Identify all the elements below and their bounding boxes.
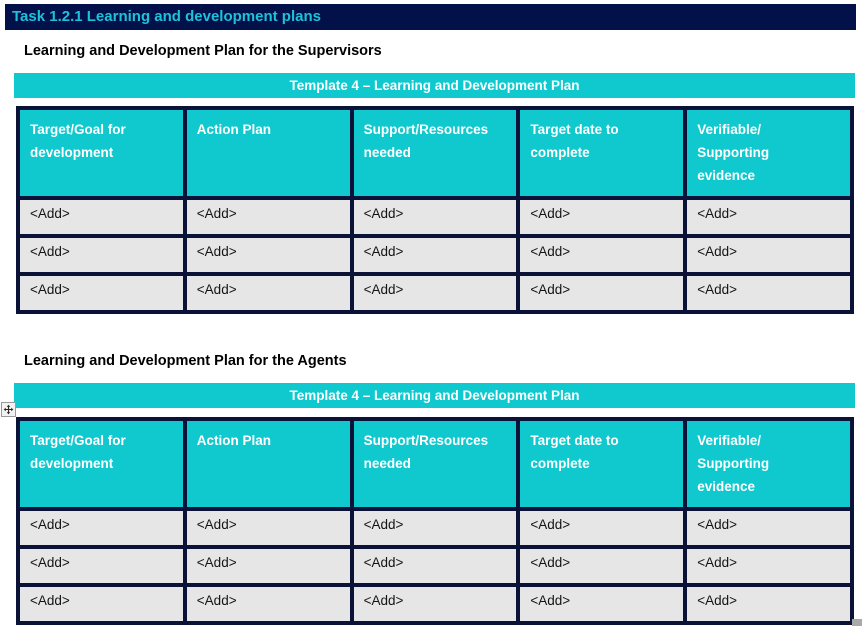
add-placeholder-cell[interactable]: <Add>	[516, 272, 688, 314]
add-placeholder-cell[interactable]: <Add>	[182, 545, 354, 587]
add-placeholder-cell[interactable]: <Add>	[16, 234, 187, 276]
col-header-target-date: Target date to complete	[516, 106, 688, 200]
add-placeholder-cell[interactable]: <Add>	[182, 507, 354, 549]
add-placeholder-cell[interactable]: <Add>	[516, 507, 688, 549]
agents-section-heading: Learning and Development Plan for the Ag…	[24, 353, 347, 369]
col-header-evidence: Verifiable/ Supporting evidence	[683, 417, 854, 511]
task-title-bar: Task 1.2.1 Learning and development plan…	[5, 4, 856, 30]
col-header-target-goal: Target/Goal for development	[16, 417, 187, 511]
template-banner-supervisors: Template 4 – Learning and Development Pl…	[14, 73, 855, 98]
add-placeholder-cell[interactable]: <Add>	[16, 583, 187, 625]
add-placeholder-cell[interactable]: <Add>	[16, 272, 187, 314]
add-placeholder-cell[interactable]: <Add>	[182, 583, 354, 625]
add-placeholder-cell[interactable]: <Add>	[683, 507, 854, 549]
table-resize-handle-icon[interactable]	[852, 619, 862, 626]
col-header-support-resources: Support/Resources needed	[349, 106, 521, 200]
four-way-arrow-icon	[3, 404, 14, 415]
supervisors-plan-table: Target/Goal for development Action Plan …	[16, 106, 854, 314]
add-placeholder-cell[interactable]: <Add>	[349, 234, 521, 276]
table-move-handle-icon[interactable]	[1, 402, 16, 417]
agents-plan-table: Target/Goal for development Action Plan …	[16, 417, 854, 625]
table-row: <Add> <Add> <Add> <Add> <Add>	[16, 507, 854, 549]
add-placeholder-cell[interactable]: <Add>	[16, 196, 187, 238]
supervisors-section-heading: Learning and Development Plan for the Su…	[24, 43, 382, 59]
table-row: <Add> <Add> <Add> <Add> <Add>	[16, 234, 854, 276]
add-placeholder-cell[interactable]: <Add>	[349, 507, 521, 549]
col-header-action-plan: Action Plan	[182, 417, 354, 511]
add-placeholder-cell[interactable]: <Add>	[683, 234, 854, 276]
add-placeholder-cell[interactable]: <Add>	[16, 545, 187, 587]
col-header-evidence: Verifiable/ Supporting evidence	[683, 106, 854, 200]
col-header-target-goal: Target/Goal for development	[16, 106, 187, 200]
template-banner-agents: Template 4 – Learning and Development Pl…	[14, 383, 855, 408]
add-placeholder-cell[interactable]: <Add>	[349, 272, 521, 314]
add-placeholder-cell[interactable]: <Add>	[349, 545, 521, 587]
add-placeholder-cell[interactable]: <Add>	[16, 507, 187, 549]
add-placeholder-cell[interactable]: <Add>	[182, 272, 354, 314]
add-placeholder-cell[interactable]: <Add>	[516, 583, 688, 625]
table-row: <Add> <Add> <Add> <Add> <Add>	[16, 272, 854, 314]
add-placeholder-cell[interactable]: <Add>	[683, 545, 854, 587]
col-header-action-plan: Action Plan	[182, 106, 354, 200]
add-placeholder-cell[interactable]: <Add>	[683, 272, 854, 314]
col-header-target-date: Target date to complete	[516, 417, 688, 511]
add-placeholder-cell[interactable]: <Add>	[182, 196, 354, 238]
add-placeholder-cell[interactable]: <Add>	[182, 234, 354, 276]
table-row: <Add> <Add> <Add> <Add> <Add>	[16, 545, 854, 587]
add-placeholder-cell[interactable]: <Add>	[516, 196, 688, 238]
table-header-row: Target/Goal for development Action Plan …	[16, 417, 854, 511]
task-title: Task 1.2.1 Learning and development plan…	[12, 8, 321, 25]
add-placeholder-cell[interactable]: <Add>	[349, 583, 521, 625]
add-placeholder-cell[interactable]: <Add>	[516, 545, 688, 587]
table-row: <Add> <Add> <Add> <Add> <Add>	[16, 196, 854, 238]
table-header-row: Target/Goal for development Action Plan …	[16, 106, 854, 200]
add-placeholder-cell[interactable]: <Add>	[683, 583, 854, 625]
add-placeholder-cell[interactable]: <Add>	[516, 234, 688, 276]
add-placeholder-cell[interactable]: <Add>	[349, 196, 521, 238]
col-header-support-resources: Support/Resources needed	[349, 417, 521, 511]
add-placeholder-cell[interactable]: <Add>	[683, 196, 854, 238]
table-row: <Add> <Add> <Add> <Add> <Add>	[16, 583, 854, 625]
